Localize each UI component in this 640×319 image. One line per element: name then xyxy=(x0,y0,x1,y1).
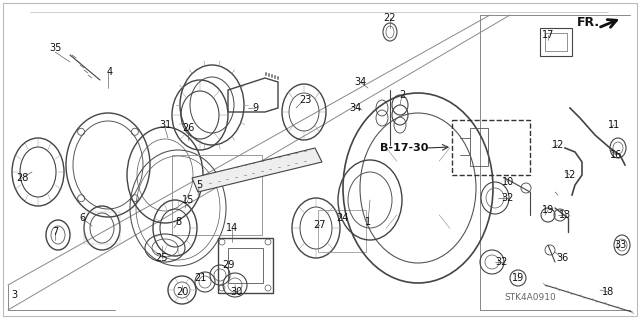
Bar xyxy=(452,120,530,175)
Text: 24: 24 xyxy=(336,213,348,223)
Text: 30: 30 xyxy=(230,287,242,297)
Text: 13: 13 xyxy=(559,210,571,220)
Text: 27: 27 xyxy=(314,220,326,230)
Bar xyxy=(218,238,273,293)
Text: 16: 16 xyxy=(610,150,622,160)
Text: 10: 10 xyxy=(502,177,514,187)
Text: 25: 25 xyxy=(156,253,168,263)
Text: 8: 8 xyxy=(175,217,181,227)
Text: 34: 34 xyxy=(354,77,366,87)
Bar xyxy=(540,28,572,56)
Text: 5: 5 xyxy=(196,180,202,190)
Text: 28: 28 xyxy=(16,173,28,183)
Text: 23: 23 xyxy=(299,95,311,105)
Text: 12: 12 xyxy=(564,170,576,180)
Text: 19: 19 xyxy=(542,205,554,215)
Bar xyxy=(470,128,488,166)
Text: 17: 17 xyxy=(542,30,554,40)
Text: 18: 18 xyxy=(602,287,614,297)
Text: 15: 15 xyxy=(182,195,194,205)
Text: 22: 22 xyxy=(384,13,396,23)
Bar xyxy=(318,210,366,252)
Text: 26: 26 xyxy=(182,123,194,133)
Text: 14: 14 xyxy=(226,223,238,233)
Bar xyxy=(172,155,262,235)
Text: FR.: FR. xyxy=(577,16,600,28)
Text: 31: 31 xyxy=(159,120,171,130)
Text: STK4A0910: STK4A0910 xyxy=(504,293,556,302)
Text: B-17-30: B-17-30 xyxy=(380,143,428,153)
Text: 3: 3 xyxy=(11,290,17,300)
Text: 6: 6 xyxy=(79,213,85,223)
Text: 32: 32 xyxy=(502,193,514,203)
Text: 32: 32 xyxy=(496,257,508,267)
Bar xyxy=(228,248,263,283)
Text: 33: 33 xyxy=(614,240,626,250)
Text: 11: 11 xyxy=(608,120,620,130)
Text: 12: 12 xyxy=(552,140,564,150)
Text: 2: 2 xyxy=(399,90,405,100)
Polygon shape xyxy=(192,148,322,192)
Text: 36: 36 xyxy=(556,253,568,263)
Text: 35: 35 xyxy=(49,43,61,53)
Bar xyxy=(545,33,567,51)
Text: 29: 29 xyxy=(222,260,234,270)
Text: 1: 1 xyxy=(365,217,371,227)
Text: 9: 9 xyxy=(252,103,258,113)
Text: 7: 7 xyxy=(52,227,58,237)
Text: 19: 19 xyxy=(512,273,524,283)
Text: 34: 34 xyxy=(349,103,361,113)
Text: 20: 20 xyxy=(176,287,188,297)
Bar xyxy=(84,212,120,244)
Text: 21: 21 xyxy=(194,273,206,283)
Text: 4: 4 xyxy=(107,67,113,77)
